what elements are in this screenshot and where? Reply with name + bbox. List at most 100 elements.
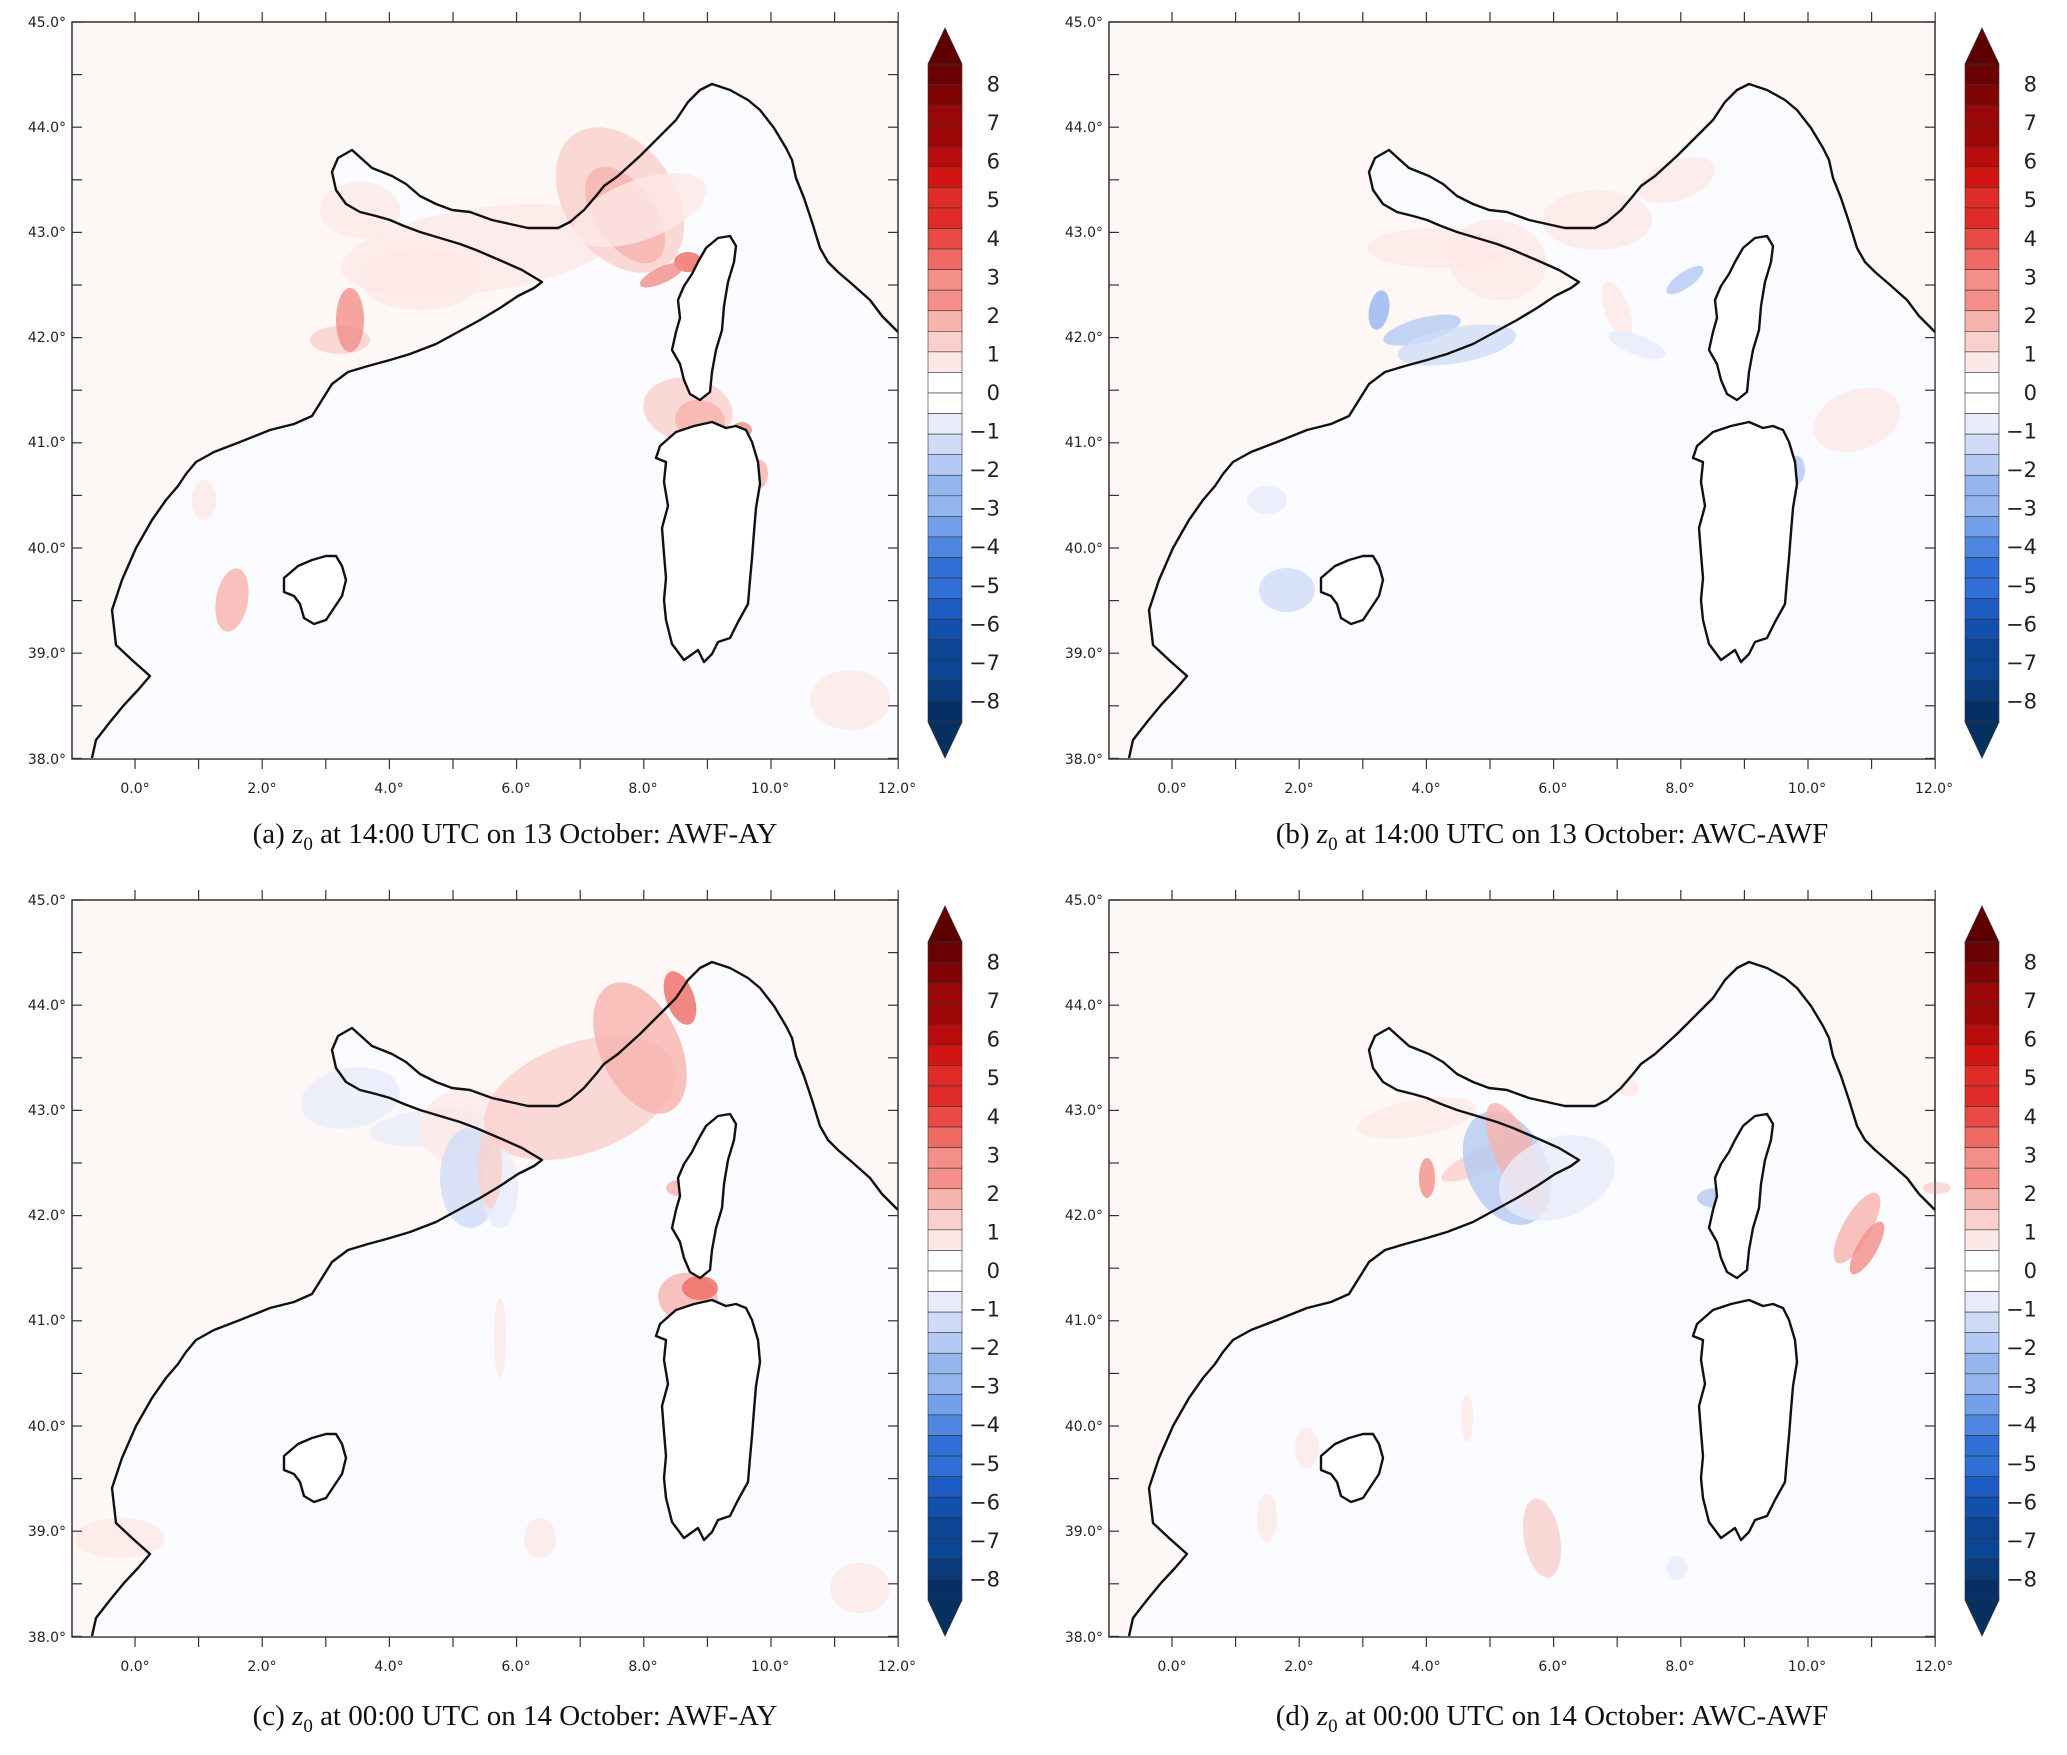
lon-tick-label: 10.0° [751, 1659, 789, 1675]
colorbar-label: 3 [987, 1143, 1000, 1167]
colorbar-label: −3 [2006, 497, 2037, 521]
panel-caption: (a) z0 at 14:00 UTC on 13 October: AWF-A… [0, 818, 1030, 856]
lat-tick-label: 41.0° [1065, 435, 1103, 451]
lat-tick-label: 40.0° [28, 541, 66, 557]
anomaly-patch [1601, 281, 1633, 339]
anomaly-patch [1383, 314, 1461, 346]
coastline-sardinia [654, 1298, 762, 1542]
caption-subscript: 0 [303, 1715, 313, 1737]
colorbar-band [1964, 331, 2000, 353]
colorbar-band [927, 228, 963, 250]
anomaly-patch [75, 1518, 165, 1558]
colorbar-band [927, 1126, 963, 1148]
colorbar-label: 6 [2024, 150, 2037, 174]
panel-c: 0.0° 2.0° 4.0° 6.0° 8.0° 10.0° 12.0° 45.0° 44.0°… [0, 878, 1030, 1755]
lat-tick-label: 43.0° [1065, 1103, 1103, 1119]
colorbar-band [927, 962, 963, 984]
lon-tick-label: 8.0° [628, 1659, 657, 1675]
colorbar-band [1964, 125, 2000, 147]
colorbar-label: 6 [987, 150, 1000, 174]
lon-tick-label: 10.0° [1788, 781, 1826, 797]
coastline-mainland [90, 82, 899, 759]
colorbar-band [927, 1291, 963, 1313]
anomaly-patch [320, 182, 400, 238]
lon-tick-label: 4.0° [374, 1659, 403, 1675]
lon-tick-label: 0.0° [1157, 781, 1186, 797]
colorbar-label: 0 [987, 1259, 1000, 1283]
colorbar-band [1964, 1435, 2000, 1457]
colorbar-label: 2 [2024, 1182, 2037, 1206]
lat-tick-label: 45.0° [1065, 893, 1103, 909]
lon-tick-label: 4.0° [1411, 1659, 1440, 1675]
colorbar-label: 3 [2024, 265, 2037, 289]
colorbar-band [1964, 1558, 2000, 1580]
colorbar-band [1964, 1517, 2000, 1539]
anomaly-patch [1849, 1221, 1885, 1275]
coastline-mainland [90, 960, 899, 1637]
colorbar-label: 2 [987, 1182, 1000, 1206]
colorbar-label: 1 [2024, 342, 2037, 366]
caption-symbol: z [292, 1700, 304, 1732]
colorbar-label: −7 [2006, 1529, 2037, 1553]
colorbar-arrow-bottom [927, 721, 963, 759]
colorbar-band [1964, 351, 2000, 373]
colorbar-band [1964, 104, 2000, 126]
colorbar-band [1964, 228, 2000, 250]
lat-tick-label: 45.0° [28, 893, 66, 909]
coastline-sardinia [1691, 1298, 1799, 1542]
colorbar-band [927, 1558, 963, 1580]
colorbar-label: 2 [987, 304, 1000, 328]
anomaly-patch [360, 250, 480, 310]
colorbar: 8 7 6 5 4 3 2 1 0 −1 −2 −3 −4 −5 −6 −7 −8 [927, 905, 1000, 1637]
colorbar-label: 2 [2024, 304, 2037, 328]
colorbar-band [927, 145, 963, 168]
colorbar-band [927, 1517, 963, 1539]
colorbar-band [927, 1188, 963, 1210]
coastline-mallorca [1319, 1432, 1385, 1504]
colorbar-band [1964, 536, 2000, 558]
colorbar-label: 4 [2024, 227, 2037, 251]
colorbar-band [927, 1455, 963, 1477]
colorbar-band [927, 207, 963, 229]
coastline-mallorca [282, 1432, 348, 1504]
colorbar-band [1964, 372, 2000, 394]
anomaly-patch [1257, 1494, 1277, 1542]
lat-tick-label: 39.0° [1065, 646, 1103, 662]
colorbar-band [927, 84, 963, 106]
colorbar-band [927, 1394, 963, 1416]
colorbar-label: −8 [2006, 689, 2037, 713]
colorbar-label: −2 [2006, 1336, 2037, 1360]
colorbar-band [927, 1414, 963, 1436]
colorbar-band [927, 454, 963, 476]
colorbar-band [927, 1332, 963, 1354]
colorbar-band [1964, 1579, 2000, 1601]
lon-tick-label: 6.0° [1538, 1659, 1567, 1675]
colorbar-band [1964, 248, 2000, 270]
lon-tick-label: 6.0° [501, 1659, 530, 1675]
anomaly-patch [1542, 190, 1652, 250]
panel-b: 0.0° 2.0° 4.0° 6.0° 8.0° 10.0° 12.0° 45.0° 44.0°… [1037, 0, 2067, 877]
colorbar-band [1964, 701, 2000, 723]
colorbar-band [1964, 1496, 2000, 1519]
anomaly-patch [192, 480, 216, 520]
colorbar-band [927, 166, 963, 188]
lat-tick-label: 44.0° [28, 120, 66, 136]
lon-tick-label: 2.0° [247, 1659, 276, 1675]
colorbar-arrow-top [1964, 27, 2000, 65]
anomaly-patch [1368, 290, 1390, 330]
colorbar-label: −5 [969, 1452, 1000, 1476]
caption-text: at 14:00 UTC on 13 October: AWF-AY [312, 818, 778, 850]
colorbar-band [1964, 941, 2000, 963]
colorbar-band [1964, 1476, 2000, 1498]
anomaly-patch [1813, 387, 1901, 453]
colorbar-band [927, 1352, 963, 1375]
colorbar-band [1964, 962, 2000, 984]
colorbar-band [1964, 1106, 2000, 1128]
anomaly-patch [682, 1276, 718, 1300]
coastline-mallorca [1319, 554, 1385, 626]
colorbar-label: 6 [2024, 1028, 2037, 1052]
colorbar-label: 5 [2024, 1066, 2037, 1090]
colorbar-band [1964, 1044, 2000, 1066]
colorbar-band [1964, 1085, 2000, 1107]
colorbar-band [1964, 1455, 2000, 1477]
